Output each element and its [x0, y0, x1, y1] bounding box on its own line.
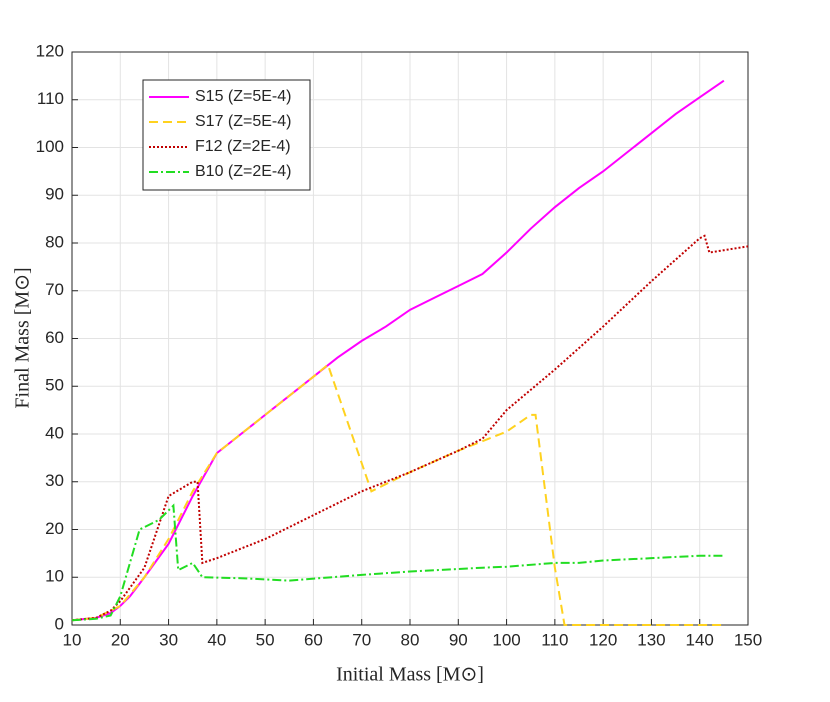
- series-line: [71, 234, 749, 622]
- y-tick-label: 90: [45, 185, 64, 204]
- x-tick-label: 120: [589, 630, 617, 649]
- x-tick-label: 50: [256, 630, 275, 649]
- legend-label: S15 (Z=5E-4): [195, 88, 291, 105]
- y-tick-label: 10: [45, 567, 64, 586]
- y-tick-label: 80: [45, 232, 64, 251]
- x-tick-label: 150: [734, 630, 762, 649]
- x-tick-label: 20: [111, 630, 130, 649]
- y-tick-label: 70: [45, 280, 64, 299]
- x-tick-label: 70: [352, 630, 371, 649]
- x-tick-label: 10: [63, 630, 82, 649]
- y-tick-label: 30: [45, 471, 64, 490]
- y-tick-label: 20: [45, 519, 64, 538]
- y-tick-label: 60: [45, 328, 64, 347]
- x-axis-label: Initial Mass [M⊙]: [336, 664, 484, 686]
- x-tick-label: 60: [304, 630, 323, 649]
- legend-label: S17 (Z=5E-4): [195, 113, 291, 130]
- legend-label: B10 (Z=2E-4): [195, 163, 291, 180]
- series-line: [71, 503, 724, 622]
- x-tick-label: 110: [541, 630, 568, 649]
- legend-label: F12 (Z=2E-4): [195, 138, 291, 155]
- x-tick-label: 130: [637, 630, 665, 649]
- y-tick-label: 100: [36, 137, 64, 156]
- x-tick-label: 80: [401, 630, 420, 649]
- x-tick-label: 30: [159, 630, 178, 649]
- y-tick-label: 0: [55, 614, 64, 633]
- series-line: [71, 363, 724, 626]
- plot-frame: [71, 51, 749, 626]
- y-axis-label: Final Mass [M⊙]: [12, 267, 34, 408]
- x-tick-label: 40: [207, 630, 226, 649]
- y-tick-label: 40: [45, 423, 64, 442]
- x-tick-label: 100: [492, 630, 520, 649]
- x-tick-label: 90: [449, 630, 468, 649]
- y-tick-label: 50: [45, 376, 64, 395]
- x-tick-label: 140: [686, 630, 714, 649]
- y-tick-label: 120: [36, 41, 64, 60]
- y-tick-label: 110: [37, 89, 64, 108]
